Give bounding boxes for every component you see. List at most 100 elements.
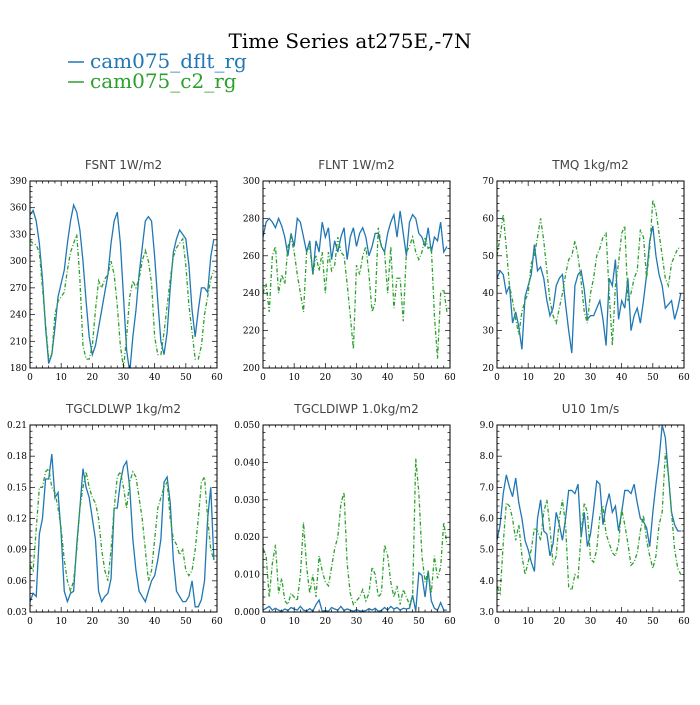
x-tick-label: 50 (180, 373, 192, 383)
x-tick-label: 60 (211, 373, 223, 383)
x-tick-label: 10 (55, 617, 67, 627)
panel-0: FSNT 1W/m2 0 10 20 30 40 50 60 180 210 240 270 300 33… (10, 158, 223, 383)
x-tick-label: 40 (149, 617, 161, 627)
x-tick-label: 40 (616, 373, 628, 383)
y-tick-label: 0.020 (234, 533, 260, 543)
x-tick-label: 20 (87, 373, 99, 383)
y-tick-label: 3.0 (480, 608, 495, 618)
panel-title: U10 1m/s (562, 402, 620, 416)
y-tick-label: 0.000 (234, 608, 260, 618)
panel-2: TMQ 1kg/m2 0 10 20 30 40 50 60 20 30 40 50 60 70 (483, 158, 690, 383)
y-tick-label: 390 (10, 177, 27, 187)
x-tick-label: 30 (585, 617, 597, 627)
panel-title: FSNT 1W/m2 (85, 158, 162, 172)
x-tick-label: 60 (678, 617, 690, 627)
legend-label-c2: cam075_c2_rg (90, 69, 237, 93)
y-tick-label: 200 (243, 364, 260, 374)
x-tick-label: 50 (180, 617, 192, 627)
series-line-dflt (263, 570, 447, 612)
x-tick-label: 10 (55, 373, 67, 383)
y-tick-label: 40 (483, 289, 495, 299)
x-tick-label: 50 (413, 617, 425, 627)
y-tick-label: 0.040 (234, 458, 260, 468)
series-line-dflt (497, 425, 681, 572)
y-tick-label: 240 (10, 311, 27, 321)
panel-4: TGCLDIWP 1.0kg/m2 0 10 20 30 40 50 60 0.000 0.010… (234, 402, 456, 627)
x-tick-label: 10 (522, 373, 534, 383)
x-tick-label: 20 (320, 373, 332, 383)
series-line-c2 (30, 467, 215, 594)
plot-frame (29, 424, 218, 613)
x-tick-label: 20 (554, 617, 566, 627)
y-tick-label: 5.0 (480, 546, 495, 556)
y-tick-label: 20 (483, 364, 495, 374)
y-tick-label: 180 (10, 364, 27, 374)
y-tick-label: 280 (243, 214, 260, 224)
x-tick-label: 30 (585, 373, 597, 383)
x-tick-label: 20 (554, 373, 566, 383)
y-tick-label: 8.0 (480, 452, 495, 462)
x-tick-label: 20 (320, 617, 332, 627)
y-tick-label: 9.0 (480, 421, 495, 431)
series-line-dflt (263, 210, 448, 275)
legend-item-dflt: cam075_dflt_rg (68, 49, 247, 73)
y-tick-label: 300 (243, 177, 260, 187)
x-tick-label: 50 (413, 373, 425, 383)
x-tick-label: 20 (87, 617, 99, 627)
series-line-dflt (30, 202, 215, 368)
y-tick-label: 0.010 (234, 571, 260, 581)
x-tick-label: 10 (522, 617, 534, 627)
x-tick-label: 40 (382, 373, 394, 383)
x-tick-label: 60 (678, 373, 690, 383)
x-tick-label: 60 (211, 617, 223, 627)
panel-title: FLNT 1W/m2 (318, 158, 395, 172)
y-tick-label: 0.15 (7, 483, 27, 493)
y-tick-label: 30 (483, 327, 495, 337)
x-tick-label: 10 (288, 373, 300, 383)
x-tick-label: 30 (118, 373, 130, 383)
y-tick-label: 4.0 (480, 577, 495, 587)
x-tick-label: 30 (351, 617, 363, 627)
y-tick-label: 260 (243, 252, 260, 262)
series-line-c2 (30, 234, 215, 368)
x-tick-label: 10 (288, 617, 300, 627)
y-tick-label: 50 (483, 252, 495, 262)
series-line-c2 (497, 199, 681, 346)
plot-frame (496, 424, 685, 613)
y-tick-label: 300 (10, 257, 27, 267)
y-tick-label: 0.18 (7, 452, 27, 462)
y-tick-label: 360 (10, 204, 27, 214)
panel-title: TGCLDIWP 1.0kg/m2 (293, 402, 418, 416)
x-tick-label: 30 (351, 373, 363, 383)
y-tick-label: 210 (10, 337, 27, 347)
series-line-c2 (263, 458, 448, 607)
x-tick-label: 60 (444, 617, 456, 627)
x-tick-label: 40 (149, 373, 161, 383)
x-tick-label: 0 (260, 617, 266, 627)
figure-title: Time Series at275E,-7N (229, 29, 472, 53)
y-tick-label: 0.06 (7, 577, 27, 587)
y-tick-label: 270 (10, 284, 27, 294)
x-tick-label: 40 (616, 617, 628, 627)
panel-3: TGCLDLWP 1kg/m2 0 10 20 30 40 50 60 0.03 0.06 0.09… (7, 402, 223, 627)
y-tick-label: 0.030 (234, 496, 260, 506)
series-line-c2 (497, 452, 682, 596)
x-tick-label: 40 (382, 617, 394, 627)
y-tick-label: 7.0 (480, 483, 495, 493)
x-tick-label: 0 (260, 373, 266, 383)
x-tick-label: 0 (494, 373, 500, 383)
panel-1: FLNT 1W/m2 0 10 20 30 40 50 60 200 220 240 260 280 30… (243, 158, 456, 383)
x-tick-label: 0 (494, 617, 500, 627)
plot-frame (496, 180, 685, 369)
y-tick-label: 70 (483, 177, 495, 187)
x-tick-label: 50 (647, 373, 659, 383)
panel-5: U10 1m/s 0 10 20 30 40 50 60 3.0 4.0 5.0 6.0 7.0 8.0 9… (480, 402, 690, 627)
series-line-c2 (263, 227, 448, 359)
panel-title: TGCLDLWP 1kg/m2 (65, 402, 181, 416)
y-tick-label: 220 (243, 327, 260, 337)
legend-item-c2: cam075_c2_rg (68, 69, 237, 93)
y-tick-label: 240 (243, 289, 260, 299)
y-tick-label: 0.21 (7, 421, 27, 431)
series-line-dflt (497, 225, 682, 354)
